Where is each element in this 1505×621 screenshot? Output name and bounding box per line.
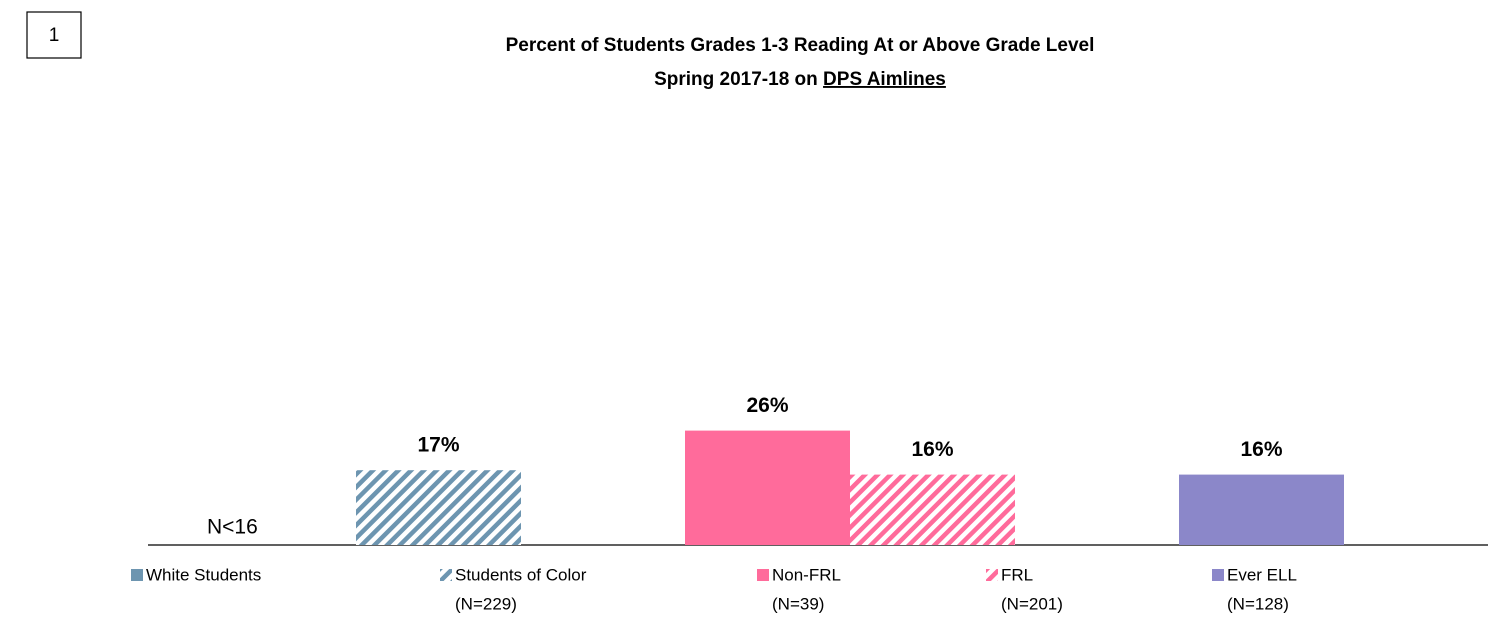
legend-label: Students of Color: [455, 565, 587, 584]
legend-n: (N=229): [455, 594, 517, 613]
annotation: N<16: [207, 516, 258, 539]
legend-n: (N=39): [772, 594, 824, 613]
value-label: 16%: [911, 438, 953, 461]
legend-n: (N=128): [1227, 594, 1289, 613]
legend-label: Ever ELL: [1227, 565, 1297, 584]
legend-swatch: [440, 569, 452, 581]
bar: [356, 470, 521, 545]
page-number: 1: [49, 25, 60, 46]
legend-label: Non-FRL: [772, 565, 841, 584]
legend-swatch: [131, 569, 143, 581]
legend-swatch: [1212, 569, 1224, 581]
value-label: 17%: [417, 434, 459, 457]
legend-n: (N=201): [1001, 594, 1063, 613]
value-label: 26%: [746, 394, 788, 417]
legend-label: White Students: [146, 565, 261, 584]
chart-subtitle: Spring 2017-18 on DPS Aimlines: [654, 69, 946, 90]
subtitle: Spring 2017-18 on: [654, 69, 818, 90]
page-number-box: [26, 11, 82, 59]
subtitle-link: DPS Aimlines: [823, 69, 946, 90]
value-label: 16%: [1240, 438, 1282, 461]
bar: [1179, 474, 1344, 545]
chart-title: Percent of Students Grades 1-3 Reading A…: [506, 35, 1095, 56]
legend-swatch: [986, 569, 998, 581]
legend-label: FRL: [1001, 565, 1033, 584]
bar: [685, 430, 850, 545]
legend-swatch: [757, 569, 769, 581]
bar: [850, 474, 1015, 545]
